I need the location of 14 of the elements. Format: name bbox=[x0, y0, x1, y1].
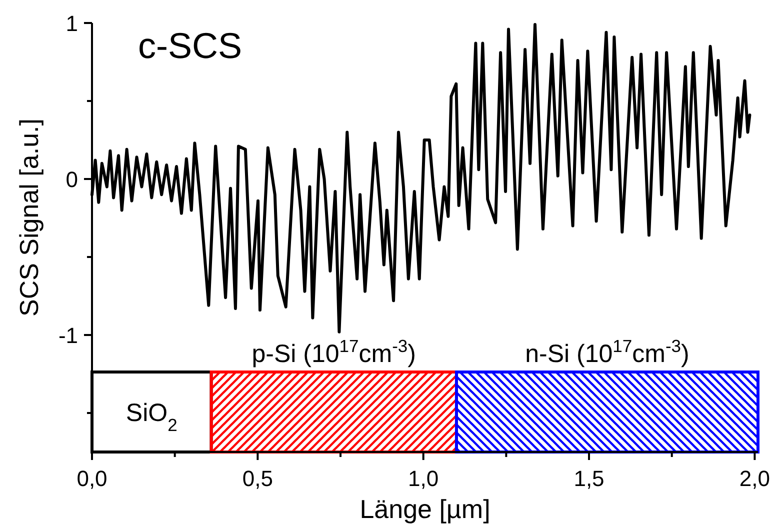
band-label: SiO$_{2}$ bbox=[126, 399, 178, 435]
x-tick-label: 0,0 bbox=[76, 466, 108, 491]
y-axis-title: SCS Signal [a.u.] bbox=[14, 118, 44, 316]
x-tick-label: 1,5 bbox=[574, 466, 604, 491]
band-label: n-Si (10$^{17}$cm$^{-3}$) bbox=[525, 336, 690, 368]
x-tick-label: 1,0 bbox=[408, 466, 439, 491]
y-tick-label: 0 bbox=[66, 167, 78, 192]
x-tick-label: 2,0 bbox=[739, 466, 770, 491]
y-tick-label: -1 bbox=[58, 323, 78, 348]
x-axis-title: Länge [µm] bbox=[360, 494, 490, 524]
band-label: p-Si (10$^{17}$cm$^{-3}$) bbox=[252, 336, 416, 368]
y-tick-label: 1 bbox=[66, 11, 78, 36]
chart-title: c-SCS bbox=[138, 25, 242, 66]
x-tick-label: 0,5 bbox=[242, 466, 273, 491]
